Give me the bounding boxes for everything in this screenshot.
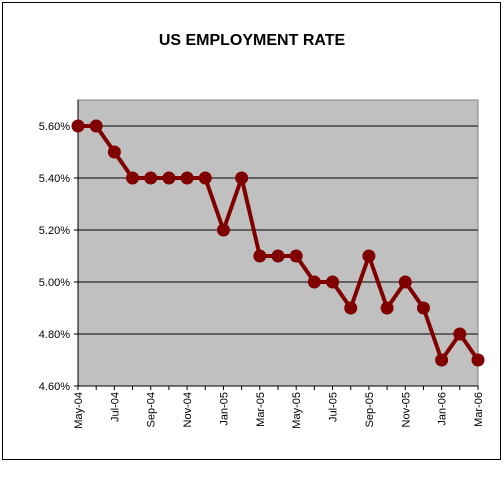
y-tick-label: 4.80%: [39, 329, 70, 341]
data-point: [307, 275, 321, 289]
x-tick-label: Mar-05: [255, 392, 267, 427]
x-tick-label: Nov-05: [400, 392, 412, 427]
data-point: [362, 249, 376, 263]
data-point: [198, 171, 212, 185]
y-tick-label: 5.40%: [39, 173, 70, 185]
y-axis-labels: 4.60% 4.80% 5.00% 5.20% 5.40% 5.60%: [39, 121, 70, 393]
data-point: [126, 171, 140, 185]
data-point: [435, 353, 449, 367]
x-tick-label: Jul-04: [109, 392, 121, 422]
x-tick-label: Sep-05: [364, 392, 376, 427]
data-point: [471, 353, 485, 367]
series: [71, 119, 485, 367]
data-point: [71, 119, 85, 133]
axes: [74, 100, 479, 390]
data-point: [107, 145, 121, 159]
x-tick-label: Jan-06: [437, 392, 449, 426]
x-tick-label: Sep-04: [146, 392, 158, 427]
x-tick-label: May-05: [291, 392, 303, 429]
x-axis-labels: May-04 Jul-04 Sep-04 Nov-04 Jan-05 Mar-05 May-…: [73, 392, 485, 429]
x-tick-label: Jan-05: [218, 392, 230, 426]
data-point: [344, 301, 358, 315]
data-point: [89, 119, 103, 133]
x-tick-label: May-04: [73, 392, 85, 429]
y-tick-label: 5.00%: [39, 277, 70, 289]
data-point: [326, 275, 340, 289]
y-tick-label: 5.60%: [39, 121, 70, 133]
data-point: [271, 249, 285, 263]
data-point: [235, 171, 249, 185]
data-point: [380, 301, 394, 315]
data-point: [162, 171, 176, 185]
x-tick-label: Nov-04: [182, 392, 194, 427]
data-point: [289, 249, 303, 263]
data-point: [144, 171, 158, 185]
y-tick-label: 5.20%: [39, 225, 70, 237]
data-point: [398, 275, 412, 289]
plot-area: [77, 99, 479, 387]
x-tick-label: Mar-06: [473, 392, 485, 427]
data-point: [180, 171, 194, 185]
chart-title: US EMPLOYMENT RATE: [159, 32, 346, 49]
data-point: [416, 301, 430, 315]
y-tick-label: 4.60%: [39, 381, 70, 393]
x-tick-label: Jul-05: [328, 392, 340, 422]
data-point: [453, 327, 467, 341]
data-point: [253, 249, 267, 263]
data-point: [216, 223, 230, 237]
